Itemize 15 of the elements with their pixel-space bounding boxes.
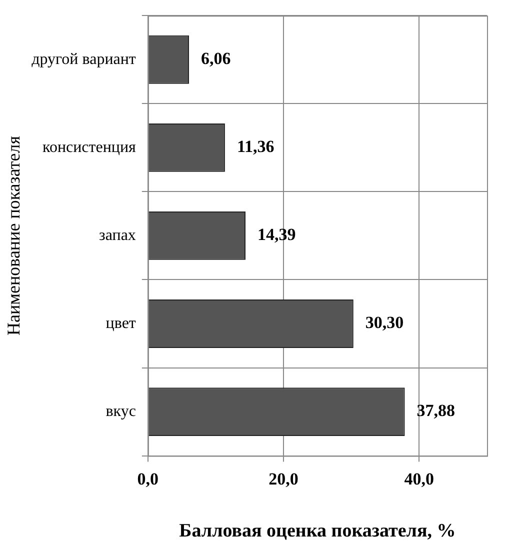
data-label: 14,39 bbox=[258, 225, 296, 244]
y-tick-label: вкус bbox=[106, 402, 136, 420]
y-tick-label: запах bbox=[99, 226, 136, 244]
x-tick-label: 40,0 bbox=[404, 469, 434, 488]
y-axis-title: Наименование показателя bbox=[4, 136, 24, 336]
y-tick-label: другой вариант bbox=[32, 50, 136, 68]
x-tick-label: 0,0 bbox=[137, 469, 159, 488]
data-label: 37,88 bbox=[416, 401, 456, 420]
x-axis-title: Балловая оценка показателя, % bbox=[179, 520, 456, 542]
x-tick-label: 20,0 bbox=[268, 469, 298, 488]
data-label: 6,06 bbox=[201, 49, 231, 68]
data-label: 30,30 bbox=[365, 313, 404, 332]
y-tick-label: цвет bbox=[106, 314, 136, 332]
data-label: 11,36 bbox=[236, 137, 274, 156]
y-tick-label: консистенция bbox=[42, 138, 137, 156]
